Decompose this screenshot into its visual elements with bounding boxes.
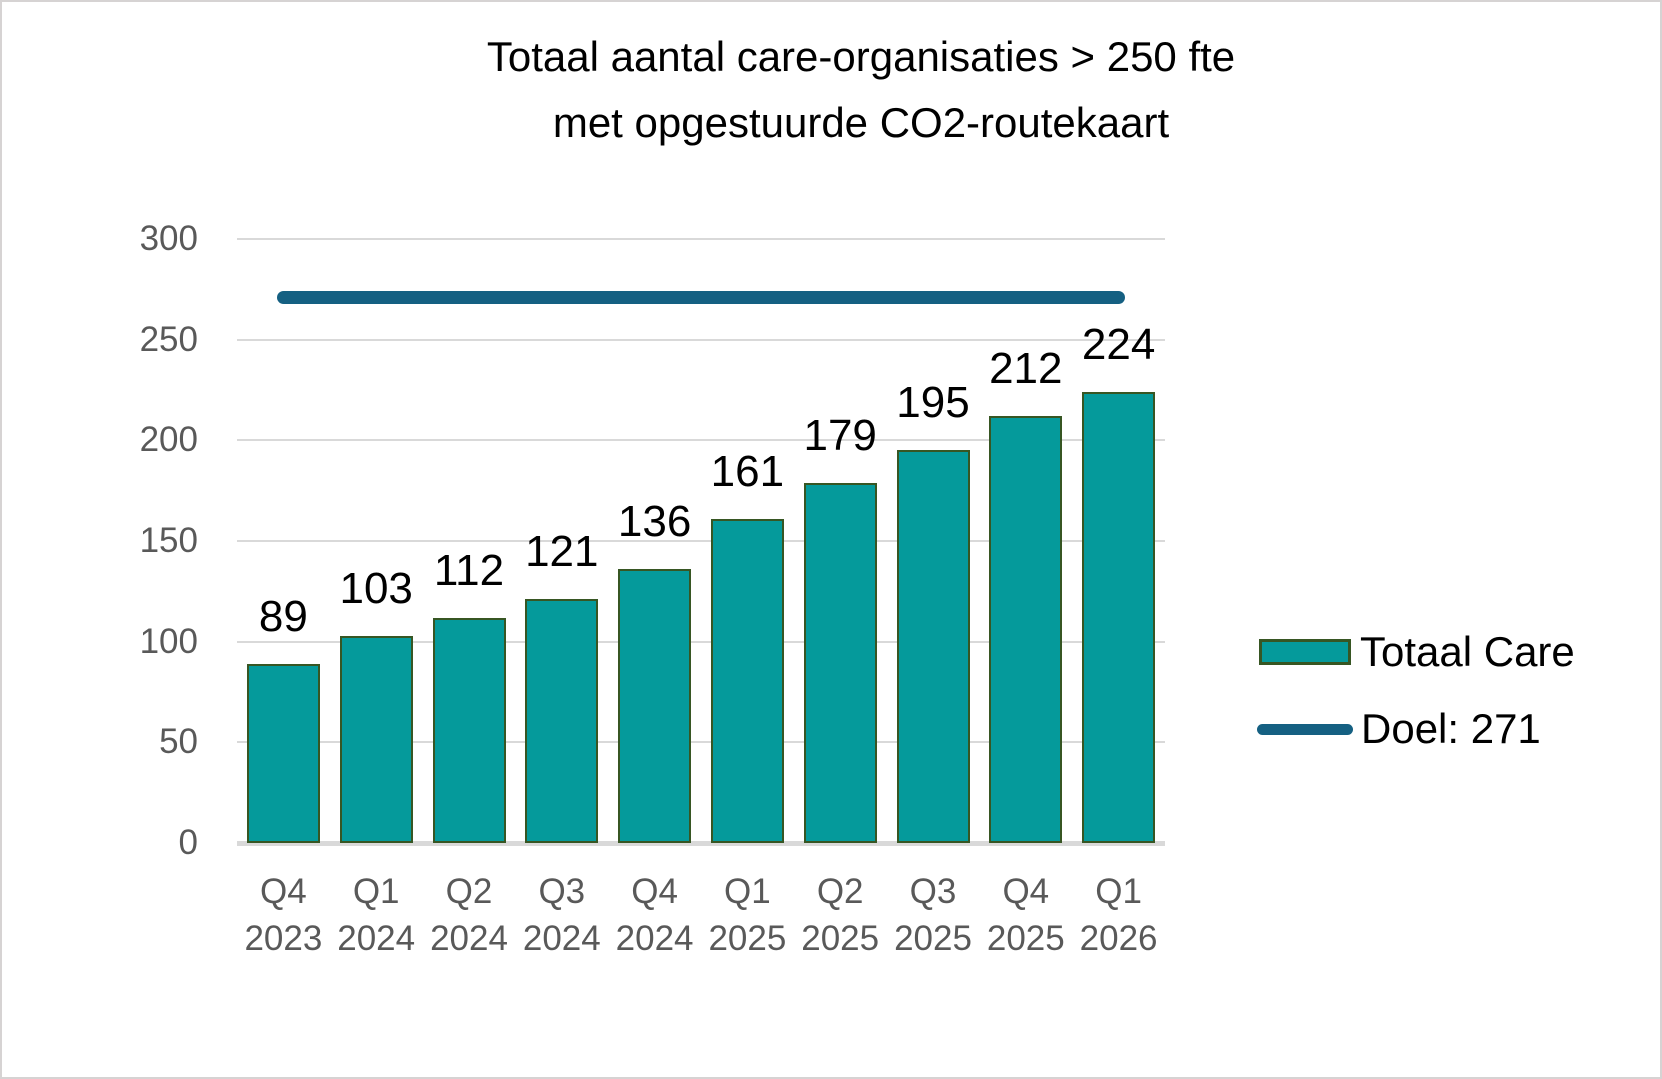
bar-series-swatch — [1259, 639, 1351, 665]
bar — [618, 569, 692, 843]
x-tick-year: 2023 — [244, 919, 323, 958]
x-tick-quarter: Q2 — [816, 872, 864, 911]
gridline — [237, 640, 1165, 643]
x-tick-label: Q4 2023 — [228, 868, 338, 962]
x-tick-quarter: Q1 — [1095, 872, 1142, 911]
x-tick-quarter: Q1 — [724, 872, 771, 911]
bar — [432, 617, 506, 843]
bar-value-label: 112 — [433, 545, 505, 595]
x-axis-baseline — [237, 841, 1165, 846]
x-tick-quarter: Q4 — [260, 872, 307, 911]
bar — [803, 482, 877, 843]
y-tick-label: 150 — [139, 521, 198, 560]
x-tick-year: 2024 — [430, 919, 508, 958]
gridline — [237, 338, 1165, 341]
chart-title-line1: Totaal aantal care-organisaties > 250 ft… — [486, 33, 1236, 80]
x-tick-label: Q1 2025 — [692, 868, 802, 962]
x-tick-year: 2024 — [522, 919, 601, 958]
bar-value-label: 179 — [803, 410, 877, 460]
x-tick-year: 2026 — [1079, 919, 1158, 958]
legend-label-doel: Doel: 271 — [1361, 705, 1541, 752]
y-tick-label: 50 — [159, 722, 198, 762]
gridline — [237, 238, 1165, 240]
bar-value-label: 89 — [258, 591, 308, 641]
bar-value-label: 212 — [989, 344, 1063, 394]
x-tick-quarter: Q4 — [631, 872, 678, 911]
x-tick-label: Q4 2024 — [600, 868, 710, 962]
y-tick-label: 0 — [178, 823, 198, 862]
bar-value-label: 136 — [617, 497, 692, 547]
gridline — [237, 741, 1165, 744]
x-tick-label: Q2 2025 — [785, 868, 895, 962]
goal-line-swatch — [1257, 723, 1353, 735]
x-tick-label: Q2 2024 — [414, 868, 524, 962]
chart-title-line2: met opgestuurde CO2-routekaart — [552, 99, 1170, 146]
bar-value-label: 103 — [339, 563, 413, 613]
bar-value-label: 161 — [710, 446, 785, 496]
x-tick-quarter: Q3 — [538, 872, 586, 911]
x-tick-quarter: Q2 — [445, 872, 493, 911]
bar-value-label: 195 — [896, 378, 970, 428]
bar — [525, 599, 599, 843]
x-tick-year: 2025 — [801, 919, 880, 958]
legend-item-doel: Doel: 271 — [1257, 705, 1541, 752]
bar — [1082, 392, 1156, 843]
bar — [989, 416, 1063, 843]
gridline — [237, 439, 1165, 442]
x-tick-year: 2025 — [708, 919, 787, 958]
bar-value-label: 121 — [525, 527, 599, 577]
x-tick-quarter: Q1 — [352, 872, 400, 911]
x-tick-label: Q4 2025 — [971, 868, 1081, 962]
x-tick-label: Q3 2024 — [507, 868, 617, 962]
bar — [339, 635, 413, 843]
x-tick-label: Q1 2026 — [1064, 868, 1174, 962]
x-tick-year: 2025 — [894, 919, 972, 958]
x-tick-label: Q1 2024 — [321, 868, 431, 962]
x-tick-quarter: Q3 — [909, 872, 957, 911]
goal-line — [276, 290, 1126, 304]
legend-label-totaal-care: Totaal Care — [1360, 628, 1575, 675]
gridline — [237, 540, 1165, 542]
x-tick-year: 2024 — [615, 919, 694, 958]
y-tick-label: 250 — [139, 319, 198, 359]
y-tick-label: 100 — [139, 621, 198, 661]
x-tick-label: Q3 2025 — [878, 868, 988, 962]
bar — [896, 450, 970, 843]
bar — [246, 663, 320, 843]
bar-value-label: 224 — [1081, 320, 1156, 369]
x-tick-year: 2025 — [986, 919, 1065, 958]
bar — [710, 518, 784, 843]
y-tick-label: 300 — [139, 219, 198, 258]
x-tick-year: 2024 — [337, 919, 416, 958]
x-tick-quarter: Q4 — [1002, 872, 1050, 911]
y-tick-label: 200 — [139, 420, 198, 460]
chart-title: Totaal aantal care-organisaties > 250 ft… — [62, 24, 1660, 156]
legend-item-totaal-care: Totaal Care — [1259, 628, 1575, 675]
